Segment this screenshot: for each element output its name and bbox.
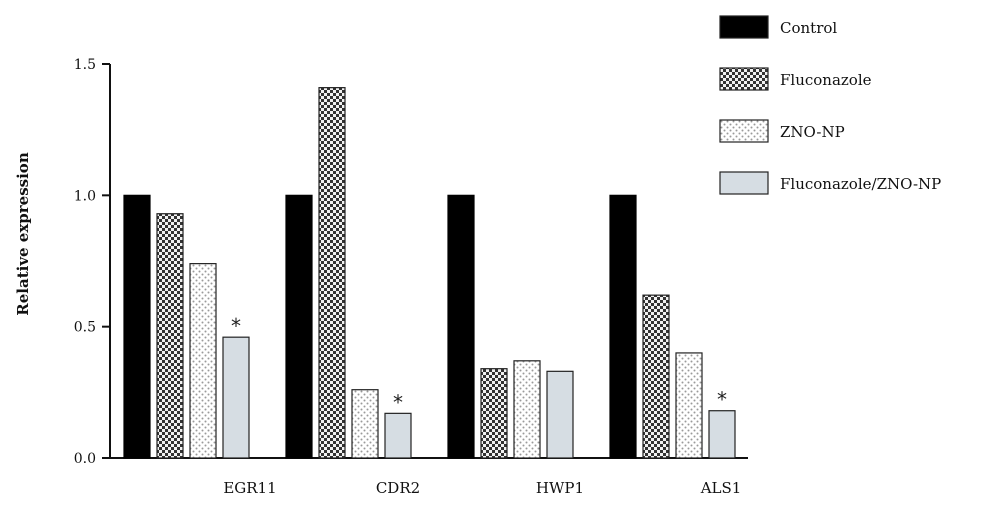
legend-swatch	[719, 15, 769, 39]
y-tick-label: 0.5	[74, 320, 96, 336]
bar-egr11-fluconazole-zno-np	[222, 336, 250, 459]
bar-als1-fluconazole	[642, 294, 670, 459]
y-axis-title: Relative expression	[14, 152, 32, 316]
y-tick-label: 0.0	[74, 451, 96, 467]
annotations: * * *	[231, 314, 727, 414]
significance-star: *	[231, 314, 241, 338]
bar-cdr2-fluconazole	[318, 87, 346, 459]
category-label: HWP1	[536, 479, 584, 497]
legend-swatch	[719, 171, 769, 195]
legend-label: Fluconazole/ZNO-NP	[780, 175, 941, 193]
legend-label: ZNO-NP	[780, 123, 845, 141]
bars	[123, 87, 736, 459]
legend-label: Control	[780, 19, 837, 37]
y-tick-label: 1.0	[74, 188, 96, 204]
legend-swatch	[719, 119, 769, 143]
y-tick-label: 1.5	[74, 57, 96, 73]
bar-cdr2-control	[285, 194, 313, 459]
bar-egr11-fluconazole	[156, 213, 184, 459]
significance-star: *	[717, 388, 727, 412]
bar-als1-fluconazole-zno-np	[708, 410, 736, 459]
bar-als1-zno-np	[675, 352, 703, 459]
category-labels: EGR11 CDR2 HWP1 ALS1	[223, 479, 741, 497]
legend-label: Fluconazole	[780, 71, 872, 89]
bar-hwp1-control	[447, 194, 475, 459]
legend-swatch	[719, 67, 769, 91]
bar-egr11-zno-np	[189, 263, 217, 459]
category-label: ALS1	[700, 479, 742, 497]
bar-hwp1-fluconazole	[480, 368, 508, 459]
bar-cdr2-fluconazole-zno-np	[384, 412, 412, 459]
bar-egr11-control	[123, 194, 151, 459]
bar-cdr2-zno-np	[351, 389, 379, 459]
bar-hwp1-zno-np	[513, 360, 541, 459]
bar-als1-control	[609, 194, 637, 459]
y-ticks: 0.0 0.5 1.0 1.5	[74, 57, 110, 467]
category-label: EGR11	[223, 479, 276, 497]
category-label: CDR2	[376, 479, 420, 497]
significance-star: *	[393, 390, 403, 414]
legend: Control Fluconazole ZNO-NP Fluconazole/ZNO-…	[719, 15, 941, 195]
bar-hwp1-fluconazole-zno-np	[546, 370, 574, 459]
